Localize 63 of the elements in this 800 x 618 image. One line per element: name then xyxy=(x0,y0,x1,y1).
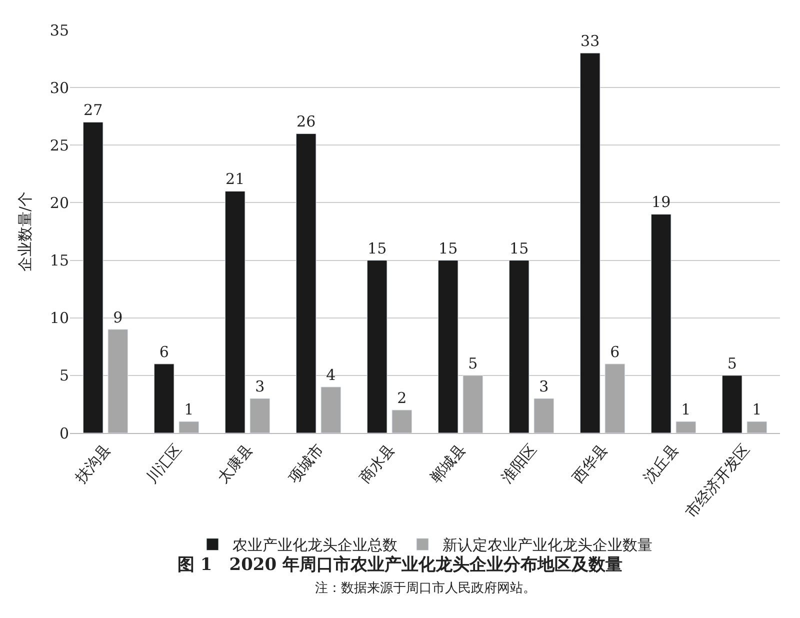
data-label: 6 xyxy=(159,342,169,361)
x-tick-label: 郸城县 xyxy=(426,440,470,486)
data-label: 6 xyxy=(610,342,620,361)
data-label: 5 xyxy=(468,354,478,372)
y-tick-label: 10 xyxy=(50,309,69,328)
bar xyxy=(676,421,696,433)
x-tick-label: 淮阳区 xyxy=(498,440,540,486)
legend-label: 新认定农业产业化龙头企业数量 xyxy=(442,536,652,554)
bar xyxy=(462,375,484,433)
text: 注：数据来源于周口市人民政府网站。 xyxy=(315,580,536,596)
y-tick-label: 5 xyxy=(59,366,69,385)
x-tick-label: 西华县 xyxy=(568,440,612,486)
bar xyxy=(392,410,412,433)
bar xyxy=(508,260,530,433)
x-tick-label: 市经济开发区 xyxy=(682,440,754,521)
bar xyxy=(650,214,672,433)
x-tick-label: 川汇区 xyxy=(142,440,186,486)
y-tick-label: 25 xyxy=(50,136,69,154)
data-label: 1 xyxy=(184,400,194,418)
data-label: 19 xyxy=(652,193,671,212)
data-label: 15 xyxy=(510,239,529,258)
bar xyxy=(296,133,316,433)
bar xyxy=(320,386,342,433)
y-axis-title: 企业数量/个 xyxy=(16,191,34,272)
data-label: 15 xyxy=(438,239,458,258)
x-tick-label: 扶沟县 xyxy=(70,440,114,488)
bar xyxy=(366,260,388,433)
bar xyxy=(722,375,742,433)
data-label: 1 xyxy=(681,400,691,418)
bar xyxy=(108,329,128,433)
bar xyxy=(178,421,200,433)
bar xyxy=(438,260,458,433)
bar xyxy=(154,364,174,433)
y-tick-label: 35 xyxy=(50,21,69,40)
text: 图 1 2020 年周口市农业产业化龙头企业分布地区及数量 xyxy=(178,554,622,575)
bar xyxy=(250,398,270,433)
x-tick-label: 项城市 xyxy=(284,440,328,486)
data-label: 4 xyxy=(326,366,336,384)
bar xyxy=(604,364,626,433)
data-label: 5 xyxy=(727,354,737,372)
data-label: 26 xyxy=(296,112,316,131)
bar xyxy=(224,190,246,433)
legend-label: 农业产业化龙头企业总数 xyxy=(232,536,398,554)
data-label: 1 xyxy=(752,400,762,418)
data-label: 27 xyxy=(84,101,103,120)
bar xyxy=(746,421,768,433)
y-tick-label: 0 xyxy=(59,424,69,442)
x-tick-label: 商水县 xyxy=(356,440,398,486)
bar xyxy=(82,122,104,433)
data-label: 9 xyxy=(113,308,123,326)
y-tick-label: 15 xyxy=(50,252,69,270)
y-tick-label: 20 xyxy=(50,194,69,212)
data-label: 3 xyxy=(539,377,549,396)
data-label: 33 xyxy=(580,32,600,50)
data-label: 15 xyxy=(368,239,387,258)
x-tick-label: 沈丘县 xyxy=(640,440,682,486)
bar xyxy=(580,52,600,433)
y-tick-label: 30 xyxy=(50,78,69,97)
x-tick-label: 太康县 xyxy=(214,440,256,486)
data-label: 21 xyxy=(226,170,245,188)
data-label: 3 xyxy=(255,377,265,396)
data-label: 2 xyxy=(397,388,407,407)
bar xyxy=(534,398,554,433)
